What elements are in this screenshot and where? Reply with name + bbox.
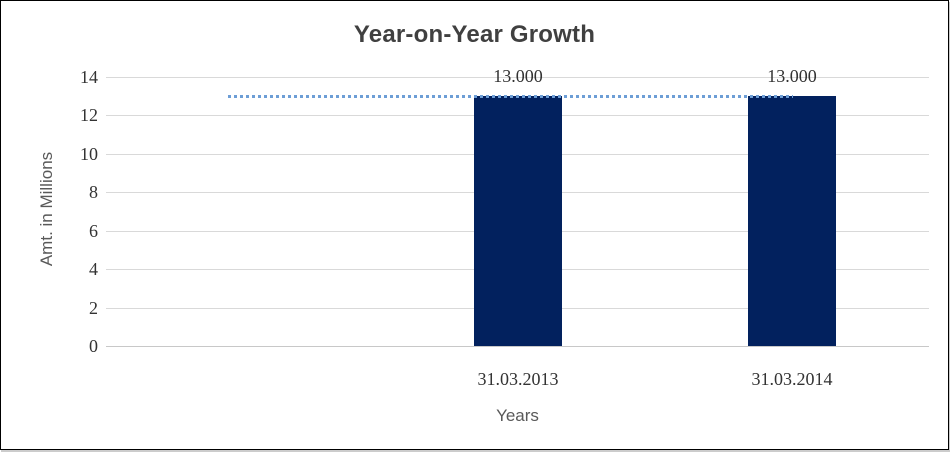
chart-title: Year-on-Year Growth: [353, 21, 596, 48]
y-tick-label: 14: [80, 67, 98, 87]
y-tick-label: 2: [89, 298, 98, 318]
x-axis-title: Years: [496, 406, 539, 425]
x-axis-line: [106, 346, 929, 347]
bar-value-label: 13.000: [493, 66, 543, 86]
y-tick-label: 12: [80, 105, 98, 125]
y-tick-label: 4: [89, 259, 98, 279]
x-category-label: 31.03.2013: [477, 369, 559, 389]
y-tick-label: 8: [89, 182, 98, 202]
trendline: [228, 95, 793, 98]
y-tick-label: 0: [89, 336, 98, 356]
bar: [748, 96, 836, 346]
y-axis-title: Amt. in Millions: [37, 151, 56, 267]
x-category-label: 31.03.2014: [751, 369, 833, 389]
bar: [474, 96, 562, 346]
gridline: [106, 77, 929, 78]
y-tick-label: 10: [80, 144, 98, 164]
y-tick-label: 6: [89, 221, 98, 241]
bar-value-label: 13.000: [767, 66, 817, 86]
